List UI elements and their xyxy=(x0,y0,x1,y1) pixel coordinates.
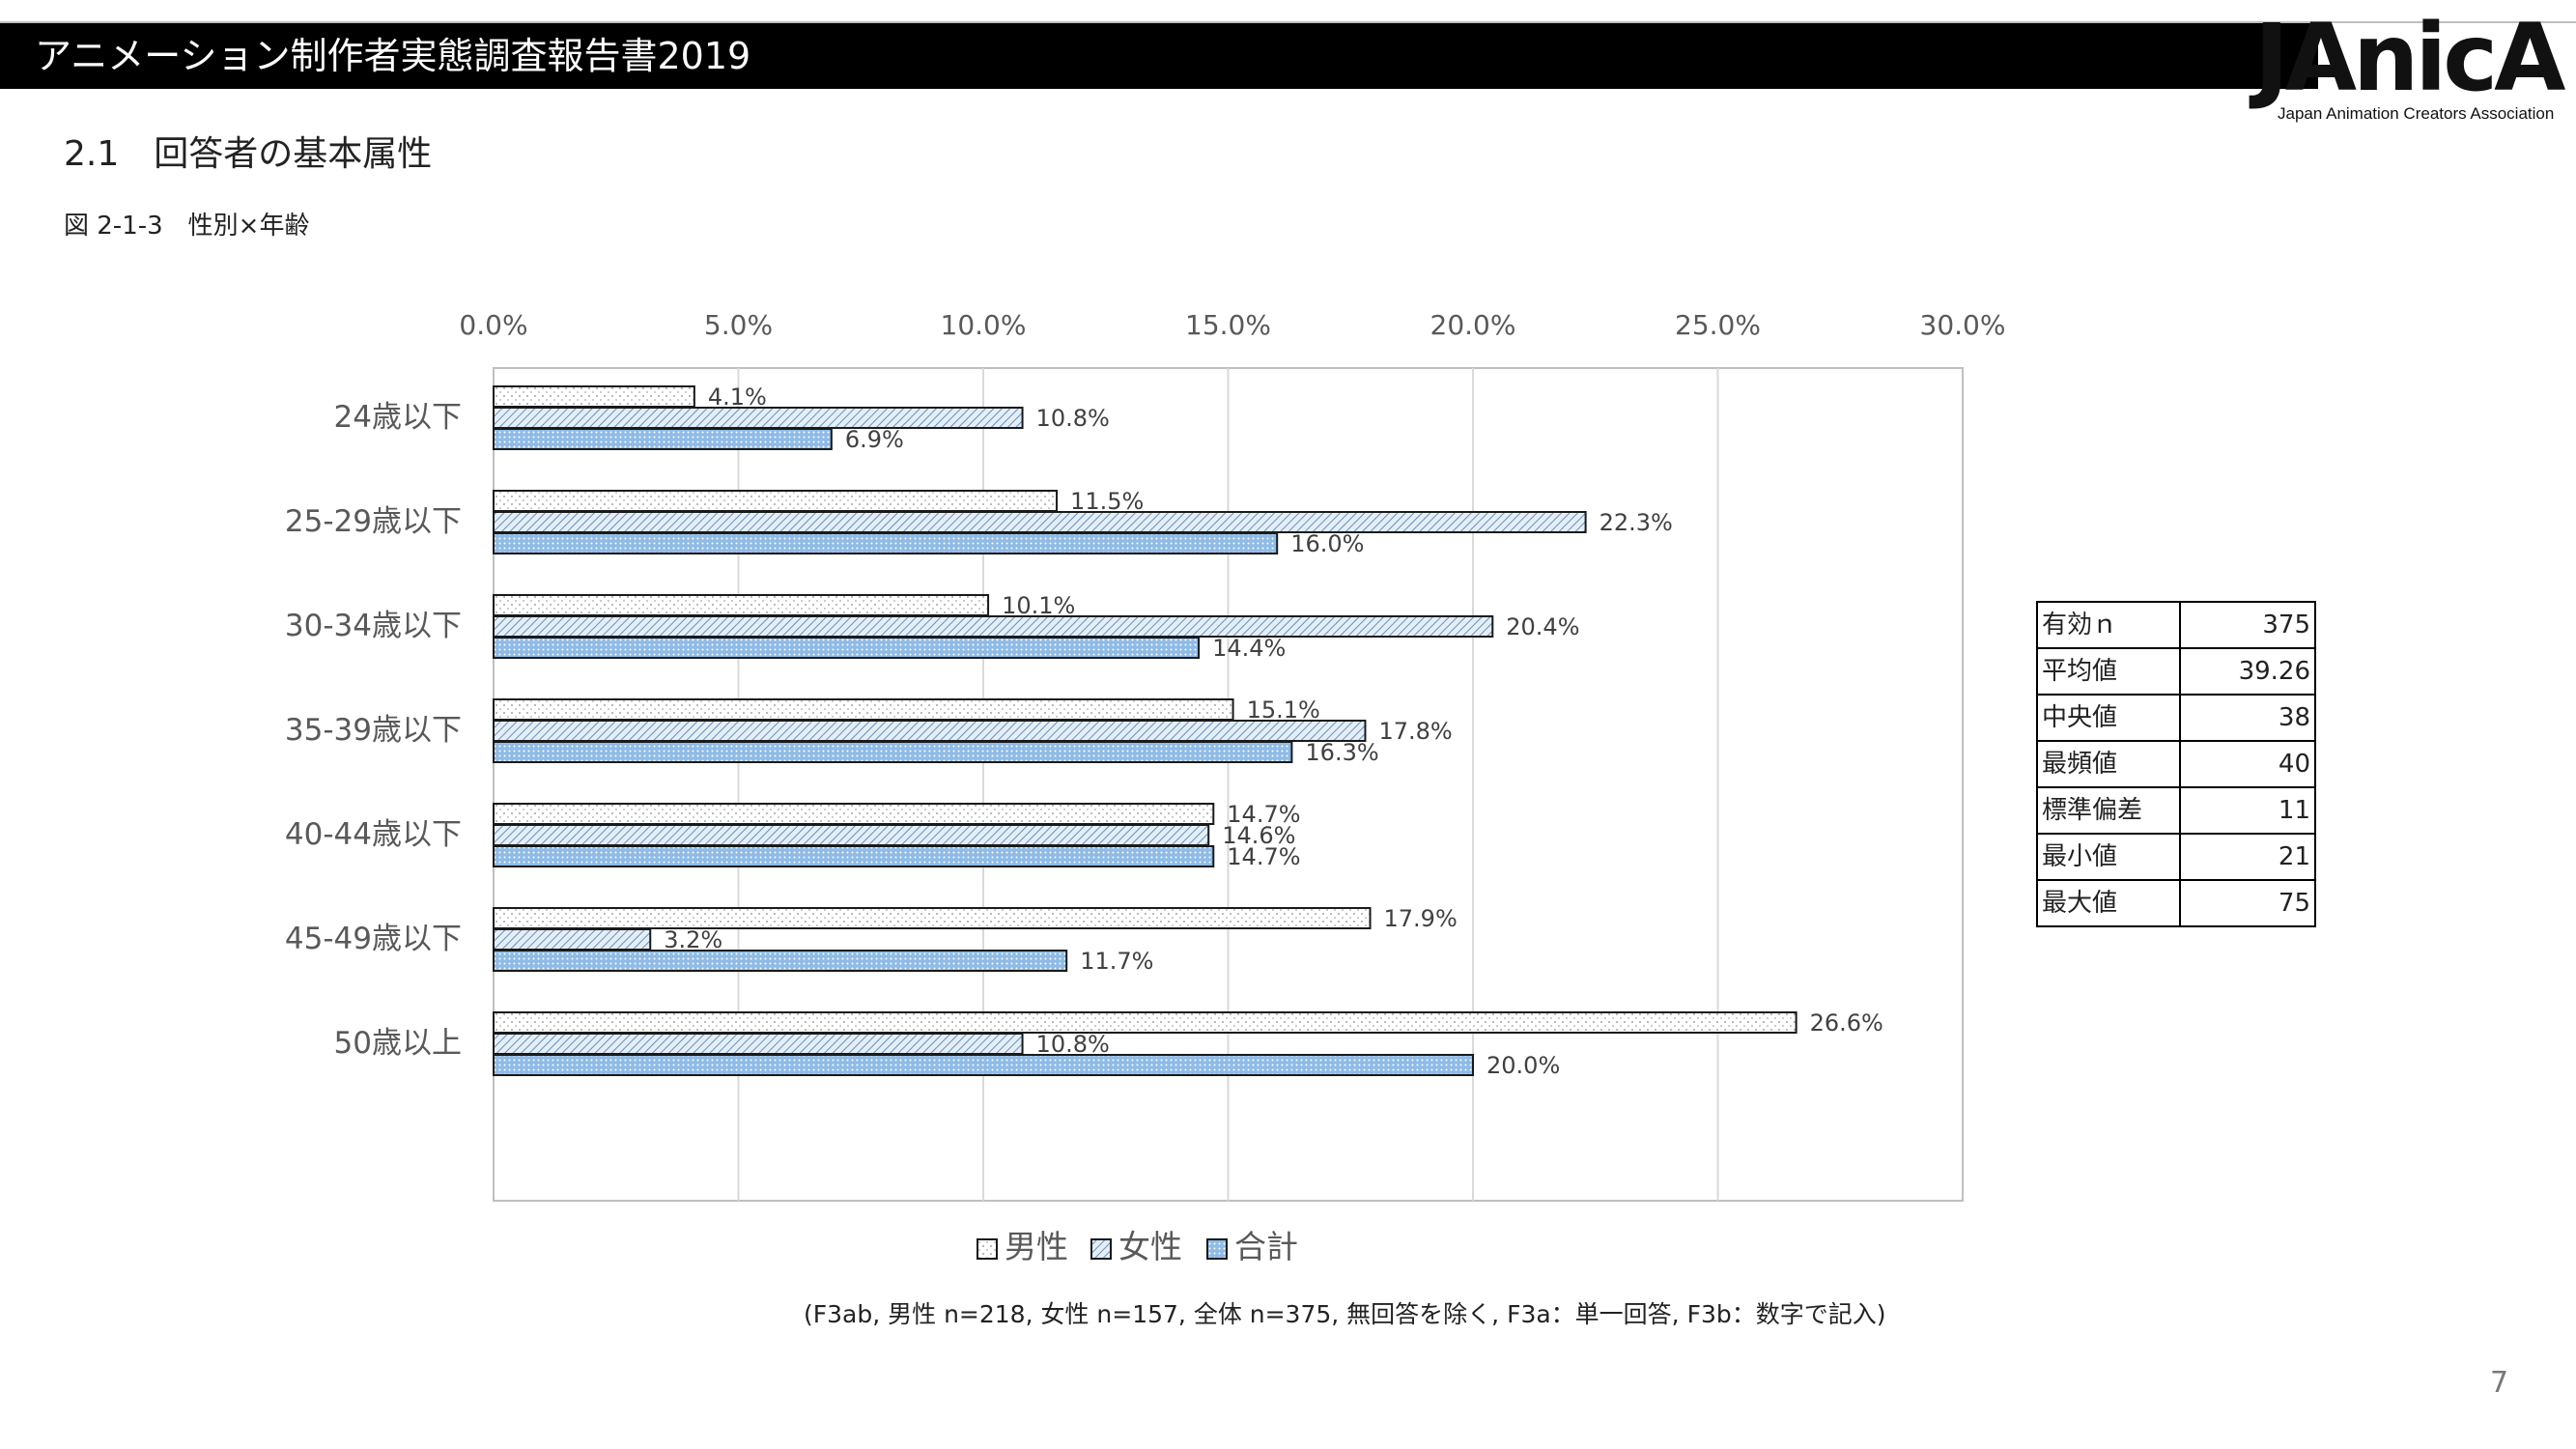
data-label: 26.6% xyxy=(1810,1009,1883,1037)
legend-label: 女性 xyxy=(1118,1228,1182,1265)
data-label: 10.8% xyxy=(1036,405,1110,432)
data-label: 20.0% xyxy=(1486,1052,1560,1079)
category-label: 40-44歳以下 xyxy=(285,817,462,852)
category-label: 50歳以上 xyxy=(334,1026,462,1061)
category-label: 35-39歳以下 xyxy=(285,713,462,748)
data-label: 17.9% xyxy=(1384,905,1458,932)
bar-total xyxy=(493,1054,1474,1076)
legend-swatch xyxy=(977,1238,998,1260)
stats-row: 最大値 75 xyxy=(2036,879,2316,927)
bar-female xyxy=(493,615,1494,638)
stats-row: 平均値 39.26 xyxy=(2036,647,2316,696)
data-label: 11.7% xyxy=(1080,948,1153,975)
stats-label: 最大値 xyxy=(2036,879,2181,927)
bar-male xyxy=(493,698,1234,721)
section-heading: 2.1 回答者の基本属性 xyxy=(64,134,433,174)
stats-value: 375 xyxy=(2179,601,2316,649)
stats-value: 40 xyxy=(2179,740,2316,788)
data-label: 17.8% xyxy=(1378,718,1452,745)
legend-swatch xyxy=(1090,1238,1112,1260)
data-label: 14.6% xyxy=(1222,822,1295,849)
bar-total xyxy=(493,532,1279,554)
bar-total xyxy=(493,845,1215,867)
logo-wordmark: JAnicA xyxy=(2254,4,2565,112)
category-label: 24歳以下 xyxy=(334,400,462,435)
stats-value: 11 xyxy=(2179,786,2316,835)
stats-row: 中央値 38 xyxy=(2036,694,2316,742)
bar-female xyxy=(493,824,1210,846)
stats-value: 38 xyxy=(2179,694,2316,742)
legend-label: 男性 xyxy=(1005,1228,1068,1265)
stats-value: 75 xyxy=(2179,879,2316,927)
x-tick-label: 0.0% xyxy=(459,309,527,341)
bar-male xyxy=(493,385,695,408)
category-label: 45-49歳以下 xyxy=(285,922,462,956)
bar-female xyxy=(493,511,1587,533)
data-label: 16.0% xyxy=(1290,530,1364,557)
top-rule xyxy=(0,21,2576,23)
report-title: アニメーション制作者実態調査報告書2019 xyxy=(35,35,751,77)
bar-female xyxy=(493,407,1024,429)
logo-subtitle: Japan Animation Creators Association xyxy=(2278,104,2555,123)
data-label: 22.3% xyxy=(1599,509,1673,536)
data-label: 15.1% xyxy=(1247,696,1320,724)
bar-female xyxy=(493,1033,1024,1055)
bar-male xyxy=(493,907,1372,929)
bar-male xyxy=(493,1011,1798,1034)
x-tick-label: 15.0% xyxy=(1185,309,1271,341)
data-label: 6.9% xyxy=(845,426,904,453)
bar-female xyxy=(493,928,652,951)
legend-label: 合計 xyxy=(1234,1228,1298,1265)
bar-total xyxy=(493,741,1293,763)
x-tick-label: 30.0% xyxy=(1920,309,2006,341)
stats-label: 標準偏差 xyxy=(2036,786,2181,835)
data-label: 16.3% xyxy=(1305,739,1378,766)
stats-label: 平均値 xyxy=(2036,647,2181,696)
x-tick-label: 20.0% xyxy=(1430,309,1516,341)
x-tick-label: 5.0% xyxy=(704,309,773,341)
stats-row: 最頻値 40 xyxy=(2036,740,2316,788)
stats-row: 最小値 21 xyxy=(2036,833,2316,881)
header-bar xyxy=(0,23,2318,89)
bar-male xyxy=(493,594,990,616)
summary-stats-table: 有効ｎ 375 平均値 39.26 中央値 38 最頻値 40 標準偏差 11 最小値 21 最大値 75 xyxy=(2036,601,2316,927)
bar-male xyxy=(493,490,1059,512)
footnote: (F3ab, 男性 n=218, 女性 n=157, 全体 n=375, 無回答… xyxy=(804,1300,1886,1328)
data-label: 4.1% xyxy=(708,384,767,411)
stats-value: 21 xyxy=(2179,833,2316,881)
x-tick-label: 25.0% xyxy=(1675,309,1761,341)
data-label: 3.2% xyxy=(664,926,722,953)
data-label: 14.7% xyxy=(1227,843,1300,870)
stats-label: 最頻値 xyxy=(2036,740,2181,788)
legend-swatch xyxy=(1206,1238,1228,1260)
age-by-gender-bar-chart: 0.0% 5.0% 10.0% 15.0% 20.0% 25.0% 30.0% 24歳以下 4.… xyxy=(285,309,2006,1265)
data-label: 14.7% xyxy=(1227,801,1300,828)
x-tick-label: 10.0% xyxy=(941,309,1027,341)
data-label: 14.4% xyxy=(1212,635,1286,662)
bar-total xyxy=(493,950,1068,972)
data-label: 20.4% xyxy=(1506,613,1579,640)
page-number: 7 xyxy=(2490,1366,2509,1400)
stats-row: 有効ｎ 375 xyxy=(2036,601,2316,649)
bar-female xyxy=(493,720,1367,742)
data-label: 11.5% xyxy=(1070,488,1144,515)
figure-caption: 図 2-1-3 性別×年齢 xyxy=(64,212,310,241)
stats-label: 最小値 xyxy=(2036,833,2181,881)
data-label: 10.1% xyxy=(1002,592,1075,619)
janica-logo: JAnicA Japan Animation Creators Associat… xyxy=(2243,8,2571,124)
data-label: 10.8% xyxy=(1036,1031,1110,1058)
stats-value: 39.26 xyxy=(2179,647,2316,696)
bar-male xyxy=(493,803,1215,825)
category-label: 25-29歳以下 xyxy=(285,504,462,539)
stats-row: 標準偏差 11 xyxy=(2036,786,2316,835)
bar-total xyxy=(493,637,1201,659)
bar-total xyxy=(493,428,833,450)
category-label: 30-34歳以下 xyxy=(285,609,462,643)
stats-label: 中央値 xyxy=(2036,694,2181,742)
stats-label: 有効ｎ xyxy=(2036,601,2181,649)
